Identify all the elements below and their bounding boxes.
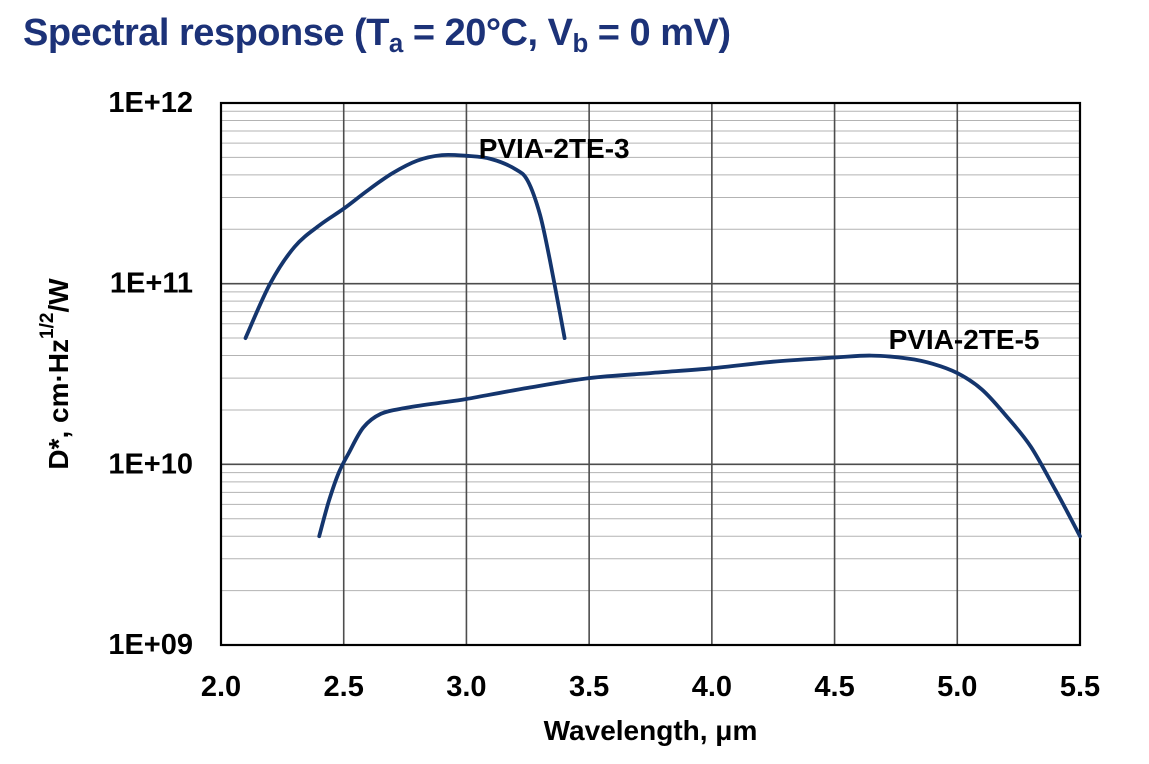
chart-title-text: = 0 mV) <box>587 12 731 54</box>
x-tick-label: 4.0 <box>692 671 732 703</box>
y-tick-label: 1E+11 <box>110 268 193 300</box>
x-tick-label: 3.5 <box>569 671 609 703</box>
y-tick-label: 1E+09 <box>108 629 193 661</box>
series-curve-pvia-2te-5 <box>317 353 1082 539</box>
chart-title: Spectral response (Ta = 20°C, Vb = 0 mV) <box>23 12 731 59</box>
series-label-pvia-2te-3: PVIA-2TE-3 <box>479 133 630 164</box>
chart-title-subscript-a: a <box>388 30 403 59</box>
x-tick-label: 5.0 <box>937 671 977 703</box>
y-tick-label: 1E+12 <box>108 87 193 119</box>
x-axis-title: Wavelength, μm <box>544 715 758 746</box>
series-curve-pvia-2te-3 <box>243 152 567 340</box>
x-tick-label: 2.0 <box>201 671 241 703</box>
chart-title-text: = 20°C, V <box>402 12 573 54</box>
y-axis-title: D*, cm·Hz1/2/W <box>37 278 74 470</box>
chart-title-text: Spectral response (T <box>23 12 389 54</box>
x-tick-label: 2.5 <box>324 671 364 703</box>
y-tick-label: 1E+10 <box>108 448 193 480</box>
plot-border <box>219 101 1082 647</box>
x-tick-label: 5.5 <box>1060 671 1100 703</box>
x-tick-label: 4.5 <box>814 671 854 703</box>
chart-title-subscript-b: b <box>572 30 588 59</box>
series-label-pvia-2te-5: PVIA-2TE-5 <box>889 324 1040 355</box>
x-tick-label: 3.0 <box>446 671 486 703</box>
